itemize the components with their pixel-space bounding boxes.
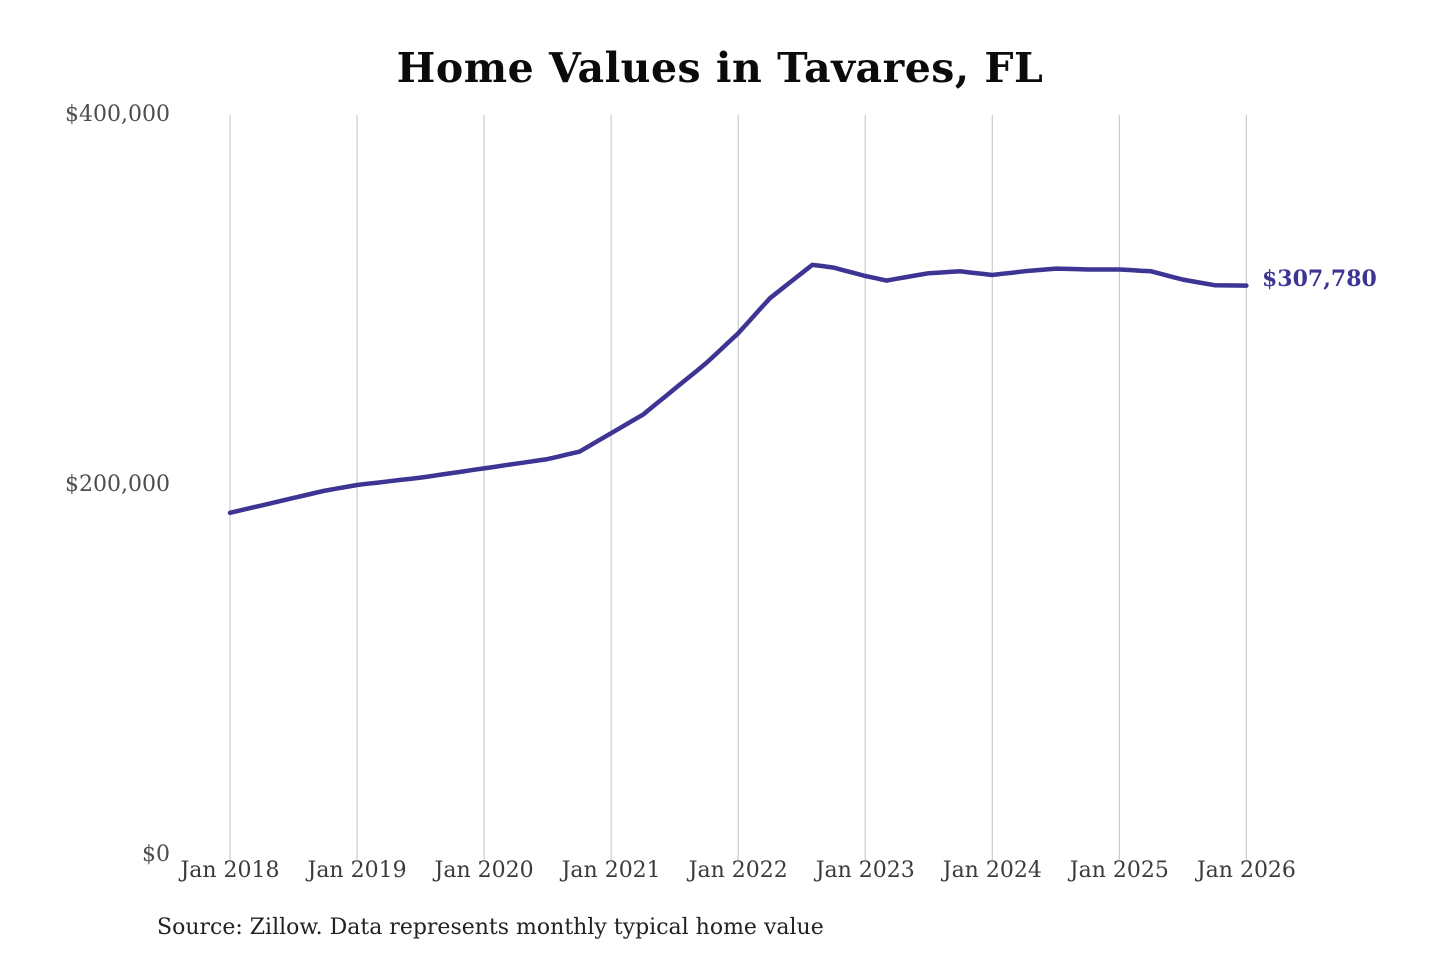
x-tick-label: Jan 2024 (942, 858, 1042, 883)
series-line (227, 262, 1249, 516)
source-note: Source: Zillow. Data represents monthly … (157, 915, 824, 940)
gridlines-group (229, 115, 1248, 860)
x-tick-label: Jan 2019 (307, 858, 407, 883)
x-tick-label: Jan 2021 (561, 858, 661, 883)
y-tick-label: $400,000 (65, 102, 170, 127)
x-tick-label: Jan 2020 (434, 858, 534, 883)
x-tick-label: Jan 2018 (180, 858, 280, 883)
y-tick-label: $200,000 (65, 472, 170, 497)
x-tick-label: Jan 2025 (1069, 858, 1169, 883)
x-tick-label: Jan 2023 (815, 858, 915, 883)
y-tick-label: $0 (142, 842, 170, 867)
x-tick-label: Jan 2022 (688, 858, 788, 883)
current-value-label: $307,780 (1262, 265, 1377, 292)
x-tick-label: Jan 2026 (1196, 858, 1296, 883)
chart-title: Home Values in Tavares, FL (396, 44, 1044, 92)
